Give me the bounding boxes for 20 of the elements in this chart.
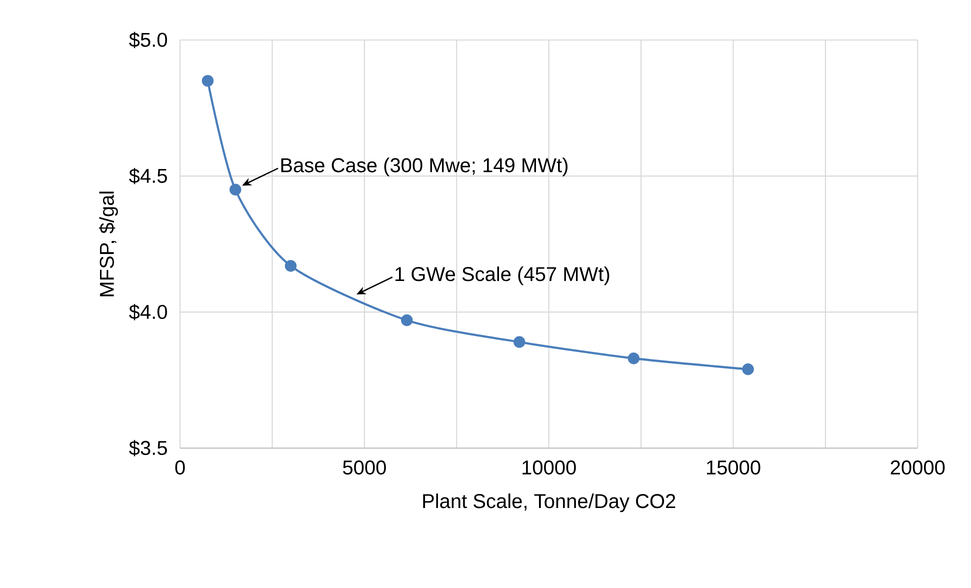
point [202,74,214,87]
y-tick-label: $4.0 [129,304,168,320]
point [513,336,526,348]
x-tick-label: 10000 [522,460,576,474]
x-tick-label: 0 [175,460,185,474]
point [284,260,297,272]
x-tick-label: 15000 [706,460,760,474]
y-tick-label: $5.0 [129,32,168,48]
x-axis-title: Plant Scale, Tonne/Day CO2 [423,493,676,512]
y-tick-label: $3.5 [129,440,167,456]
annotation: 1 GWe Scale (457 MWt) [396,266,610,286]
x-tick-label: 20000 [890,460,945,474]
annotation: Base Case (300 Mwe; 149 MWt) [281,158,568,176]
point [401,314,413,326]
x-tick-label: 5000 [343,460,386,474]
point [628,352,640,364]
y-tick-label: $4.5 [129,168,167,184]
point [230,184,242,196]
y-axis-title: MFSP, $/gal [98,192,118,296]
point [742,363,754,376]
